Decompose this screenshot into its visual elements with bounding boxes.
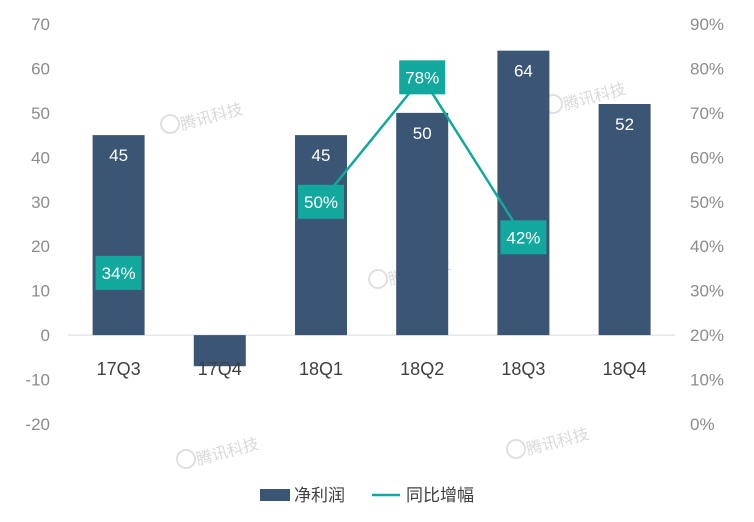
- left-tick-label: -20: [25, 415, 50, 434]
- left-tick-label: 50: [31, 104, 50, 123]
- bar: [193, 335, 246, 367]
- watermark-text: 腾讯科技: [194, 434, 261, 469]
- growth-value-label: 34%: [102, 264, 136, 283]
- right-tick-label: 10%: [690, 371, 724, 390]
- growth-label-box: [298, 184, 344, 219]
- bar-value-label: 45: [312, 146, 331, 165]
- right-tick-label: 60%: [690, 148, 724, 167]
- legend-swatch-bar: [260, 489, 290, 501]
- growth-value-label: 78%: [405, 68, 439, 87]
- bar-value-label: 64: [514, 62, 533, 81]
- legend-bar-label: 净利润: [294, 486, 345, 506]
- bar-value-label: 45: [109, 146, 128, 165]
- legend-line-label: 同比增幅: [406, 486, 474, 506]
- right-tick-label: 40%: [690, 237, 724, 256]
- left-tick-label: 20: [31, 237, 50, 256]
- left-tick-label: -10: [25, 371, 50, 390]
- left-tick-label: 30: [31, 193, 50, 212]
- growth-label-box: [95, 255, 142, 290]
- bars: [92, 50, 651, 367]
- growth-value-label: 50%: [304, 193, 338, 212]
- right-tick-label: 20%: [690, 326, 724, 345]
- right-axis: 90% 80% 70% 60% 50% 40% 30% 20% 10% 0%: [690, 15, 724, 434]
- right-tick-label: 70%: [690, 104, 724, 123]
- bar-value-label: 52: [615, 115, 634, 134]
- legend: 净利润 同比增幅: [260, 486, 474, 506]
- bar-value-label: -7: [212, 298, 227, 317]
- bar: [598, 104, 651, 336]
- watermarks: 腾讯科技腾讯科技腾讯科技腾讯科技腾讯科技: [160, 79, 628, 469]
- right-tick-label: 50%: [690, 193, 724, 212]
- watermark-text: 腾讯科技: [524, 424, 591, 459]
- watermark-logo-icon: [176, 449, 196, 469]
- right-tick-label: 0%: [690, 415, 715, 434]
- watermark-logo-icon: [160, 114, 180, 134]
- right-tick-label: 80%: [690, 59, 724, 78]
- category-label: 18Q2: [400, 359, 444, 379]
- bar-labels: 45 -7 45 50 64 52: [109, 62, 634, 317]
- line-labels: 34% 50% 78% 42%: [95, 60, 547, 290]
- watermark-logo-icon: [506, 439, 526, 459]
- growth-value-label: 42%: [506, 228, 540, 247]
- left-tick-label: 0: [41, 326, 50, 345]
- bar: [92, 135, 145, 336]
- bar: [396, 112, 449, 336]
- left-tick-label: 40: [31, 148, 50, 167]
- watermark-text: 腾讯科技: [178, 99, 245, 134]
- bar-value-label: 50: [413, 124, 432, 143]
- left-tick-label: 70: [31, 15, 50, 34]
- left-tick-label: 60: [31, 59, 50, 78]
- left-axis: 70 60 50 40 30 20 10 0 -10 -20: [25, 15, 50, 434]
- category-label: 17Q4: [198, 359, 242, 379]
- bar: [295, 135, 347, 336]
- growth-label-box: [500, 220, 547, 255]
- bar: [497, 50, 550, 336]
- category-label: 17Q3: [97, 359, 141, 379]
- right-tick-label: 30%: [690, 282, 724, 301]
- left-tick-label: 10: [31, 282, 50, 301]
- category-label: 18Q3: [501, 359, 545, 379]
- category-label: 18Q4: [603, 359, 647, 379]
- watermark-logo-icon: [368, 269, 388, 289]
- category-label: 18Q1: [299, 359, 343, 379]
- right-tick-label: 90%: [690, 15, 724, 34]
- growth-label-box: [399, 60, 446, 95]
- category-axis: 17Q3 17Q4 18Q1 18Q2 18Q3 18Q4: [97, 359, 647, 379]
